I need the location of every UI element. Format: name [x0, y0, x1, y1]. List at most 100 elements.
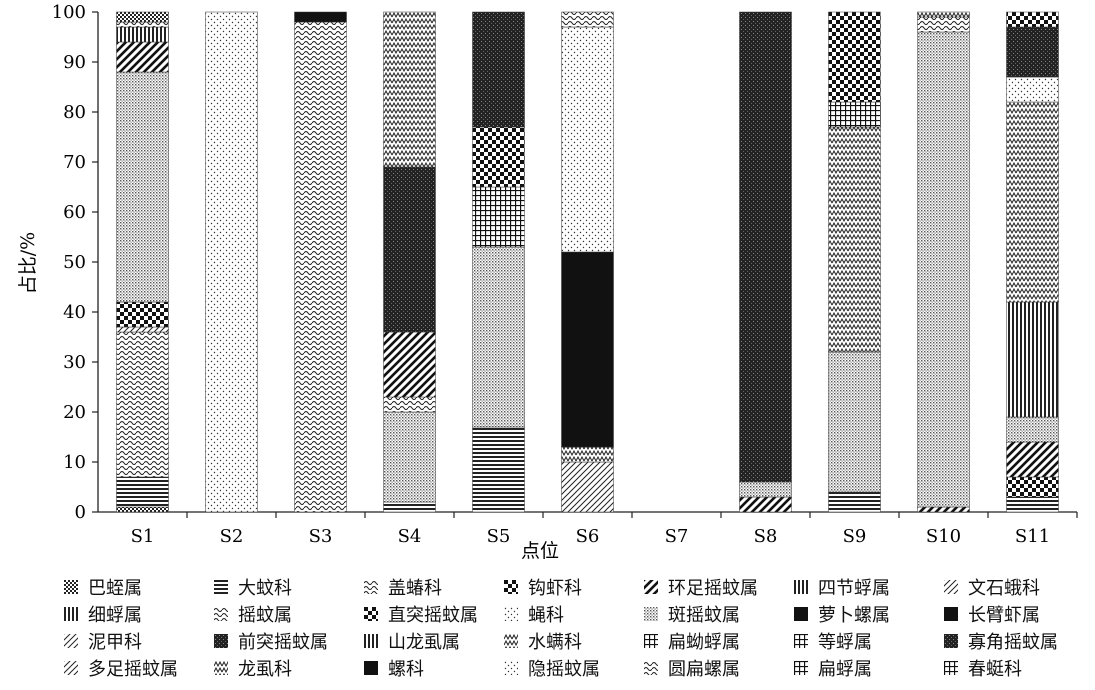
legend-swatch — [944, 580, 958, 594]
x-tick-label: S7 — [665, 526, 689, 547]
y-tick-label: 20 — [63, 402, 86, 423]
legend-label: 细蜉属 — [88, 605, 142, 626]
legend-label: 龙虱科 — [238, 659, 292, 680]
bar-segment — [561, 11, 614, 28]
legend-swatch — [794, 661, 808, 675]
bar-segment — [1006, 496, 1059, 513]
legend-label: 长臂虾属 — [968, 605, 1040, 626]
legend-swatch — [214, 661, 228, 675]
legend-swatch — [944, 634, 958, 648]
legend-item: 龙虱科 — [214, 657, 292, 680]
legend-swatch — [64, 661, 78, 675]
bar-segment — [739, 496, 792, 513]
legend-swatch — [364, 634, 378, 648]
legend-swatch — [504, 580, 518, 594]
legend-item: 前突摇蚊属 — [214, 630, 328, 653]
bar-segment — [472, 11, 525, 128]
legend-item: 蝇科 — [504, 603, 564, 626]
legend-label: 多足摇蚊属 — [88, 659, 178, 680]
legend-label: 斑摇蚊属 — [668, 605, 740, 626]
bar-segment — [1006, 441, 1059, 478]
legend-item: 春蜓科 — [944, 657, 1022, 680]
bar-segment — [1006, 26, 1059, 78]
bar-segment — [294, 11, 347, 23]
legend-swatch — [644, 580, 658, 594]
legend-item: 细蜉属 — [64, 603, 142, 626]
legend-swatch — [644, 634, 658, 648]
legend-item: 四节蜉属 — [794, 576, 890, 599]
y-tick-label: 70 — [63, 152, 86, 173]
x-tick-label: S2 — [220, 526, 244, 547]
legend-label: 扁蜉属 — [818, 659, 872, 680]
bar-segment — [383, 331, 436, 398]
legend-label: 大蚊科 — [238, 578, 292, 599]
legend-label: 春蜓科 — [968, 659, 1022, 680]
bar-segment — [917, 31, 970, 508]
bar-segment — [917, 11, 970, 18]
bar-segment — [205, 11, 258, 513]
legend-label: 环足摇蚊属 — [668, 578, 758, 599]
axes: 0 10 20 30 40 50 60 70 80 90 100 S1 S2 S3 S4 S5 S6 S7 S8 S9… — [52, 2, 1078, 547]
legend-swatch — [944, 661, 958, 675]
y-tick-label: 100 — [52, 2, 86, 23]
legend-swatch — [364, 661, 378, 675]
bar-segment — [116, 326, 169, 333]
legend-item: 文石蛾科 — [944, 576, 1040, 599]
y-tick-label: 50 — [63, 252, 86, 273]
bar-segment — [828, 351, 881, 493]
bar-segment — [383, 396, 436, 413]
bar-segment — [294, 21, 347, 513]
x-tick-label: S6 — [576, 526, 600, 547]
legend: 巴蛭属 大蚊科 盖蝽科 钩虾科 环足摇蚊属 四节蜉属 文石蛾科 细蜉属 摇蚊属 直突摇蚊属 蝇科 斑摇… — [64, 576, 1094, 688]
bar-segment — [116, 26, 169, 43]
bar-segment — [739, 11, 792, 483]
legend-swatch — [364, 607, 378, 621]
legend-item: 巴蛭属 — [64, 576, 142, 599]
bar-segment — [116, 331, 169, 478]
y-tick-label: 90 — [63, 52, 86, 73]
legend-swatch — [794, 634, 808, 648]
bar-segment — [828, 126, 881, 353]
bar-segment — [828, 491, 881, 513]
legend-item: 山龙虱属 — [364, 630, 460, 653]
y-tick-label: 0 — [75, 502, 86, 523]
bar-segment — [1006, 416, 1059, 443]
legend-item: 寡角摇蚊属 — [944, 630, 1058, 653]
bar-segment — [828, 101, 881, 128]
x-tick-label: S8 — [754, 526, 778, 547]
bar-segment — [1006, 11, 1059, 28]
legend-label: 圆扁螺属 — [668, 659, 740, 680]
bar-segment — [116, 21, 169, 28]
legend-label: 水螨科 — [528, 632, 582, 653]
x-tick-label: S1 — [131, 526, 155, 547]
stacked-bar-chart: 0 10 20 30 40 50 60 70 80 90 100 S1 S2 S3 S4 S5 S6 S7 S8 S9… — [17, 2, 1078, 560]
legend-label: 蝇科 — [528, 605, 564, 626]
legend-item: 圆扁螺属 — [644, 657, 740, 680]
y-tick-label: 80 — [63, 102, 86, 123]
legend-item: 斑摇蚊属 — [644, 603, 740, 626]
legend-item: 多足摇蚊属 — [64, 657, 178, 680]
bar-segment — [561, 251, 614, 448]
x-tick-label: S5 — [487, 526, 511, 547]
legend-label: 螺科 — [388, 659, 424, 680]
bar-segment — [383, 411, 436, 503]
bar-segment — [383, 166, 436, 333]
legend-label: 盖蝽科 — [388, 578, 442, 599]
bars — [116, 11, 1059, 513]
y-tick-label: 40 — [63, 302, 86, 323]
x-tick-label: S4 — [398, 526, 422, 547]
bar-segment — [561, 446, 614, 463]
legend-swatch — [644, 607, 658, 621]
legend-item: 盖蝽科 — [364, 576, 442, 599]
legend-label: 四节蜉属 — [818, 578, 890, 599]
legend-swatch — [214, 607, 228, 621]
legend-label: 隐摇蚊属 — [528, 659, 600, 680]
bar-segment — [116, 476, 169, 508]
legend-label: 山龙虱属 — [388, 632, 460, 653]
legend-item: 隐摇蚊属 — [504, 657, 600, 680]
legend-item: 环足摇蚊属 — [644, 576, 758, 599]
legend-swatch — [504, 607, 518, 621]
bar-segment — [116, 11, 169, 23]
legend-item: 等蜉属 — [794, 630, 872, 653]
legend-swatch — [794, 607, 808, 621]
